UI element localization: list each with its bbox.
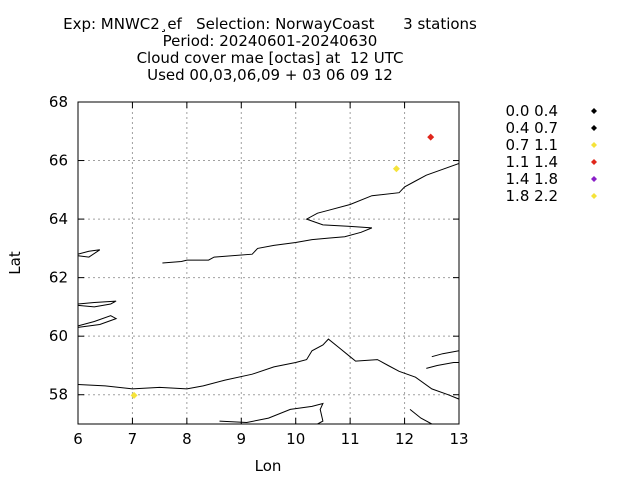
coastline xyxy=(426,362,459,369)
y-tick-label: 66 xyxy=(49,152,68,170)
station-point xyxy=(392,165,400,173)
legend-marker xyxy=(591,193,597,199)
coastline xyxy=(78,249,101,258)
legend-marker xyxy=(591,142,597,148)
x-tick-label: 6 xyxy=(73,430,83,448)
grid xyxy=(78,102,459,424)
coastline xyxy=(78,338,459,400)
x-tick-label: 9 xyxy=(237,430,247,448)
x-tick-label: 12 xyxy=(395,430,414,448)
coastline xyxy=(431,350,459,358)
title-line: Period: 20240601-20240630 xyxy=(162,32,378,50)
station-point xyxy=(427,133,435,141)
legend-marker xyxy=(591,159,597,165)
x-tick-label: 13 xyxy=(449,430,468,448)
x-tick-label: 7 xyxy=(128,430,138,448)
legend-label: 0.0 0.4 xyxy=(506,102,558,120)
y-tick-label: 60 xyxy=(49,327,68,345)
x-tick-label: 8 xyxy=(182,430,192,448)
x-axis-label: Lon xyxy=(255,457,282,475)
title-line: Cloud cover mae [octas] at 12 UTC xyxy=(136,49,404,67)
y-axis-label: Lat xyxy=(6,251,24,275)
legend-label: 0.4 0.7 xyxy=(506,119,558,137)
title-line: Exp: MNWC2¸ef Selection: NorwayCoast 3 s… xyxy=(63,15,477,33)
coastline xyxy=(78,300,117,308)
plot-frame xyxy=(77,101,460,425)
coastline xyxy=(162,163,459,264)
coastline xyxy=(78,315,118,328)
legend-marker xyxy=(591,176,597,182)
coastline xyxy=(409,409,433,424)
legend-label: 0.7 1.1 xyxy=(506,136,558,154)
y-tick-label: 68 xyxy=(49,93,68,111)
x-tick-label: 11 xyxy=(341,430,360,448)
coastline-map xyxy=(78,163,459,424)
coastline xyxy=(219,402,324,424)
legend-label: 1.1 1.4 xyxy=(506,153,558,171)
y-tick-label: 62 xyxy=(49,269,68,287)
legend-label: 1.8 2.2 xyxy=(506,187,558,205)
chart-title: Exp: MNWC2¸ef Selection: NorwayCoast 3 s… xyxy=(0,16,540,84)
legend-label: 1.4 1.8 xyxy=(506,170,558,188)
axis-ticks: 6 7 8 9 10 11 12 13 58 60 62 64 66 68 xyxy=(49,93,469,448)
y-tick-label: 64 xyxy=(49,210,68,228)
station-point xyxy=(130,391,138,399)
legend: 0.0 0.40.4 0.70.7 1.11.1 1.41.4 1.81.8 2… xyxy=(506,102,597,205)
title-line: Used 00,03,06,09 + 03 06 09 12 xyxy=(147,66,393,84)
legend-marker xyxy=(591,125,597,131)
station-points xyxy=(130,133,435,399)
x-tick-label: 10 xyxy=(286,430,305,448)
legend-marker xyxy=(591,108,597,114)
y-tick-label: 58 xyxy=(49,386,68,404)
